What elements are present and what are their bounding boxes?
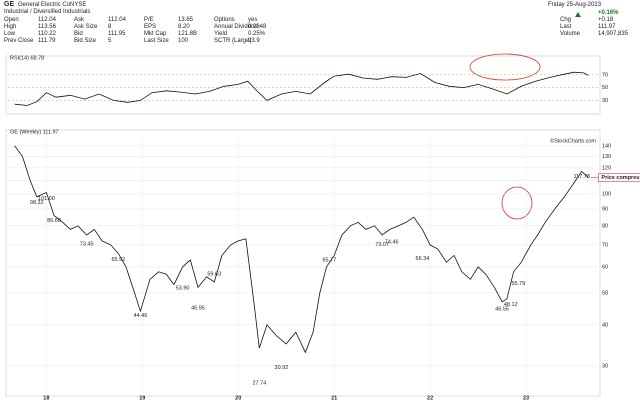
field-value: 5 xyxy=(108,38,112,44)
series-line xyxy=(14,71,589,106)
rsi-panel xyxy=(5,55,601,115)
point-label: 59.63 xyxy=(207,271,221,277)
series-line xyxy=(14,145,589,354)
field-label: Prev Close xyxy=(4,38,34,44)
point-label: 101.00 xyxy=(38,196,55,202)
point-label: 46.55 xyxy=(495,307,509,313)
y-tick-label: 50 xyxy=(602,290,608,296)
y-tick-label: 130 xyxy=(602,154,611,160)
point-label: 48.12 xyxy=(504,302,518,308)
field-value: 8 xyxy=(108,24,112,30)
panel-title: RSI(14) 68.78 xyxy=(10,55,44,61)
x-tick-label: 18 xyxy=(43,395,49,401)
y-tick-label: 30 xyxy=(602,98,608,104)
field-value: 111.79 xyxy=(38,38,56,44)
point-label: 86.60 xyxy=(47,218,61,224)
annotation: Price compression xyxy=(601,175,640,181)
field-label: Mkt Cap xyxy=(144,31,167,37)
point-label: 73.45 xyxy=(80,241,94,247)
x-tick-label: 23 xyxy=(523,395,529,401)
y-tick-label: 60 xyxy=(602,264,608,270)
field-label: Ask xyxy=(74,17,85,23)
field-label: SCTR (Large) xyxy=(214,38,252,44)
y-tick-label: 70 xyxy=(602,242,608,248)
field-label: Bid Size xyxy=(74,38,97,44)
field-label: Last Size xyxy=(144,38,169,44)
field-value: 93.9 xyxy=(248,38,260,44)
x-tick-label: 19 xyxy=(139,395,145,401)
highlight-circle xyxy=(469,53,541,81)
quote-value: +0.18 xyxy=(598,17,614,23)
quote-value: 111.97 xyxy=(598,24,616,30)
y-tick-label: 30 xyxy=(602,363,608,369)
quote-label: Last xyxy=(560,24,572,30)
field-value: 113.56 xyxy=(38,24,56,30)
company-name: General Electric Co. xyxy=(18,2,72,8)
x-tick-label: 22 xyxy=(427,395,433,401)
point-label: 65.77 xyxy=(322,257,336,263)
field-label: Options xyxy=(214,17,235,23)
panel-title: GE (Weekly) 111.97 xyxy=(10,129,59,135)
field-label: High xyxy=(4,24,17,30)
field-label: EPS xyxy=(144,24,157,30)
point-label: 30.92 xyxy=(275,365,289,371)
field-value: 111.95 xyxy=(108,31,126,37)
field-value: 112.04 xyxy=(38,17,56,23)
point-label: 117.78 xyxy=(573,174,589,180)
field-label: Low xyxy=(4,31,16,37)
quote-label: Volume xyxy=(560,31,581,37)
change-pct: +0.16% xyxy=(598,10,619,16)
field-label: Open xyxy=(4,17,19,23)
point-label: 74.46 xyxy=(385,240,399,246)
point-label: 46.95 xyxy=(191,305,205,311)
point-label: 55.79 xyxy=(511,281,525,287)
quote-value: 14,907,835 xyxy=(598,31,629,37)
y-tick-label: 70 xyxy=(602,72,608,78)
point-label: 53.90 xyxy=(176,286,190,292)
field-label: Annual Dividend xyxy=(214,24,258,30)
point-label: 98.32 xyxy=(30,200,44,206)
field-value: 100 xyxy=(178,38,189,44)
field-value: 13.65 xyxy=(178,17,194,23)
x-tick-label: 20 xyxy=(235,395,241,401)
highlight-circle xyxy=(501,186,533,220)
point-label: 44.46 xyxy=(134,313,148,319)
field-label: P/E xyxy=(144,17,154,23)
y-tick-label: 80 xyxy=(602,223,608,229)
up-arrow xyxy=(575,12,581,17)
exchange: NYSE xyxy=(70,2,87,8)
field-label: Bid xyxy=(74,31,83,37)
date: Friday 25-Aug-2023 xyxy=(548,2,602,8)
point-label: 66.34 xyxy=(416,256,430,262)
point-label: 73.07 xyxy=(375,242,389,248)
source: ©StockCharts.com xyxy=(550,137,596,144)
field-value: yes xyxy=(248,17,258,23)
field-value: 121.8B xyxy=(178,31,198,37)
symbol: GE xyxy=(4,1,15,8)
y-tick-label: 140 xyxy=(602,143,611,149)
x-tick-label: 21 xyxy=(331,395,337,401)
y-tick-label: 50 xyxy=(602,85,608,91)
y-tick-label: 120 xyxy=(602,165,611,171)
quote-label: Chg xyxy=(560,17,572,23)
y-tick-label: 100 xyxy=(602,191,611,197)
field-value: 110.22 xyxy=(38,31,56,37)
y-tick-label: 90 xyxy=(602,206,608,212)
field-value: 0.25% xyxy=(248,31,266,37)
y-tick-label: 40 xyxy=(602,322,608,328)
point-label: 27.74 xyxy=(252,381,266,387)
field-value: 112.04 xyxy=(108,17,126,23)
field-label: Yield xyxy=(214,31,228,37)
field-label: Ask Size xyxy=(74,24,98,30)
price-panel xyxy=(5,129,601,397)
sector: Industrial / Diversified Industrials xyxy=(4,9,91,15)
field-value: 8.20 xyxy=(178,24,190,30)
field-value: 0.2848 xyxy=(248,24,267,30)
point-label: 65.92 xyxy=(111,257,125,263)
